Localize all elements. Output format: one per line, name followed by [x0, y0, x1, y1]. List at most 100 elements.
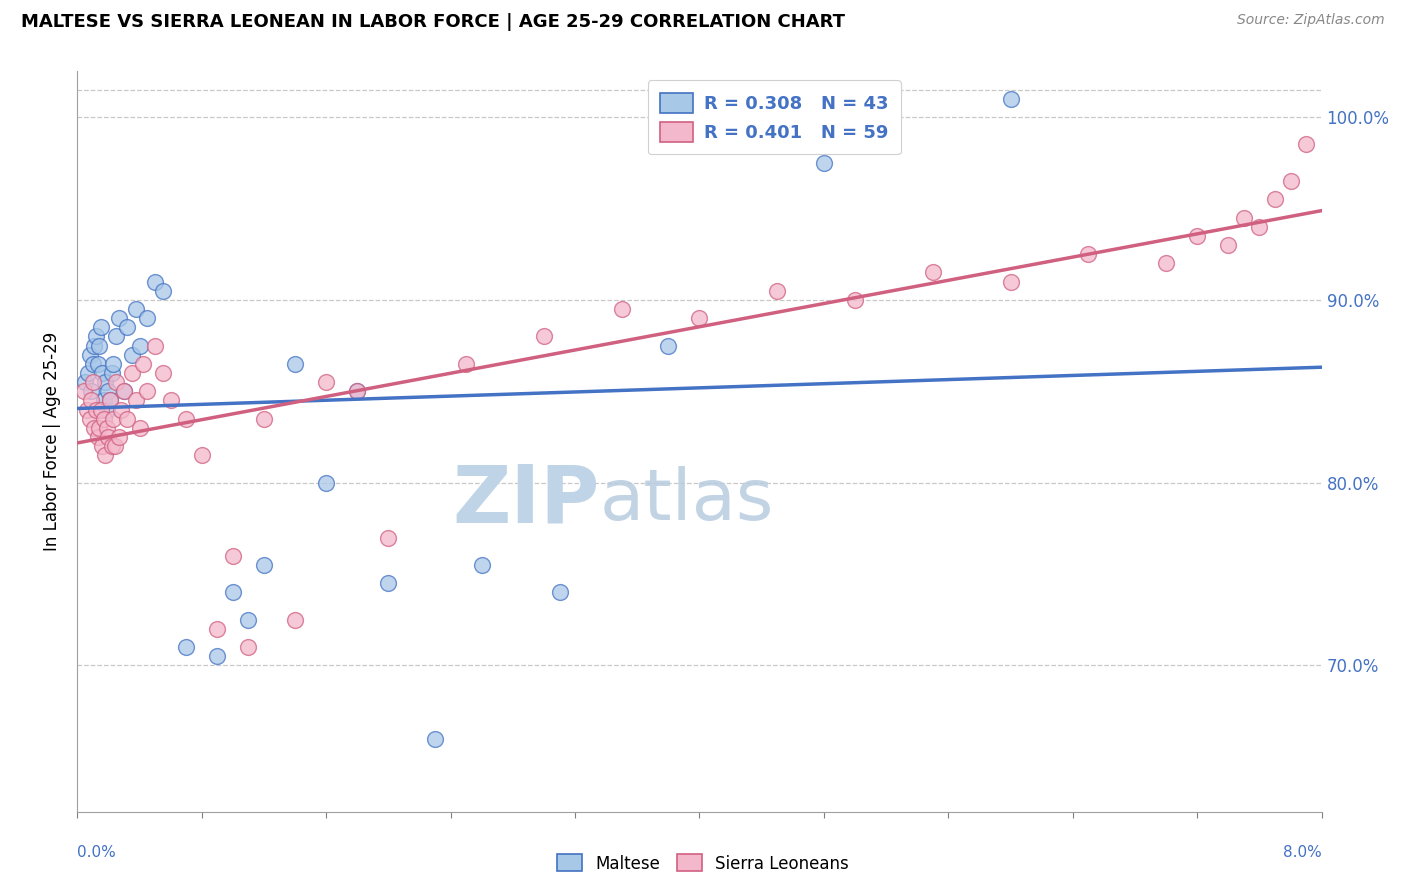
Point [143, 275, 166, 289]
Point [91, 439, 114, 453]
Point [100, 366, 122, 380]
Point [97, 430, 120, 444]
Point [90, 320, 112, 334]
Point [657, 338, 679, 352]
Point [207, 649, 229, 664]
Point [86, 430, 108, 444]
Point [98, 393, 121, 408]
Point [101, 411, 124, 425]
Point [1187, 228, 1209, 243]
Point [346, 384, 368, 399]
Point [548, 585, 571, 599]
Point [377, 531, 399, 545]
Point [238, 613, 260, 627]
Point [315, 475, 337, 490]
Point [96, 421, 118, 435]
Point [84, 329, 107, 343]
Point [191, 448, 214, 462]
Point [90, 402, 112, 417]
Point [100, 439, 122, 453]
Point [105, 329, 128, 343]
Y-axis label: In Labor Force | Age 25-29: In Labor Force | Age 25-29 [44, 332, 62, 551]
Point [1000, 92, 1022, 106]
Point [533, 329, 555, 343]
Point [174, 640, 197, 655]
Point [121, 366, 143, 380]
Point [128, 338, 150, 352]
Point [136, 311, 159, 326]
Text: 0.0%: 0.0% [77, 845, 117, 860]
Point [222, 549, 245, 563]
Point [143, 338, 166, 352]
Point [79, 411, 101, 425]
Point [610, 301, 633, 316]
Point [84, 402, 107, 417]
Point [98, 393, 121, 408]
Point [689, 311, 711, 326]
Point [1279, 174, 1302, 188]
Point [83, 421, 105, 435]
Point [1233, 211, 1256, 225]
Point [76, 402, 98, 417]
Point [1218, 238, 1240, 252]
Point [94, 375, 117, 389]
Point [1000, 275, 1022, 289]
Point [121, 348, 143, 362]
Point [471, 558, 494, 572]
Point [1154, 256, 1177, 270]
Point [77, 366, 100, 380]
Point [136, 384, 159, 399]
Point [87, 338, 110, 352]
Point [222, 585, 245, 599]
Point [79, 348, 101, 362]
Point [1295, 137, 1317, 152]
Text: ZIP: ZIP [453, 462, 600, 540]
Point [112, 384, 135, 399]
Point [346, 384, 368, 399]
Point [207, 622, 229, 636]
Point [110, 402, 132, 417]
Text: atlas: atlas [600, 467, 775, 535]
Point [284, 613, 307, 627]
Point [766, 284, 789, 298]
Point [1249, 219, 1271, 234]
Point [238, 640, 260, 655]
Point [844, 293, 866, 307]
Point [105, 375, 128, 389]
Point [82, 375, 104, 389]
Point [423, 731, 446, 746]
Point [104, 439, 127, 453]
Point [82, 357, 104, 371]
Point [112, 384, 135, 399]
Point [72, 384, 94, 399]
Point [125, 301, 148, 316]
Point [159, 393, 181, 408]
Point [131, 357, 153, 371]
Point [1077, 247, 1099, 261]
Point [91, 366, 114, 380]
Text: Source: ZipAtlas.com: Source: ZipAtlas.com [1237, 13, 1385, 28]
Point [253, 558, 276, 572]
Point [86, 357, 108, 371]
Point [80, 393, 103, 408]
Point [284, 357, 307, 371]
Point [93, 411, 115, 425]
Point [377, 576, 399, 591]
Point [921, 265, 943, 279]
Point [80, 384, 103, 399]
Point [75, 375, 97, 389]
Point [456, 357, 478, 371]
Point [97, 384, 120, 399]
Point [125, 393, 148, 408]
Point [315, 375, 337, 389]
Point [93, 393, 115, 408]
Point [1264, 192, 1286, 206]
Point [94, 448, 117, 462]
Point [83, 338, 105, 352]
Point [253, 411, 276, 425]
Point [152, 284, 174, 298]
Point [174, 411, 197, 425]
Point [128, 421, 150, 435]
Text: 8.0%: 8.0% [1282, 845, 1322, 860]
Point [813, 155, 835, 169]
